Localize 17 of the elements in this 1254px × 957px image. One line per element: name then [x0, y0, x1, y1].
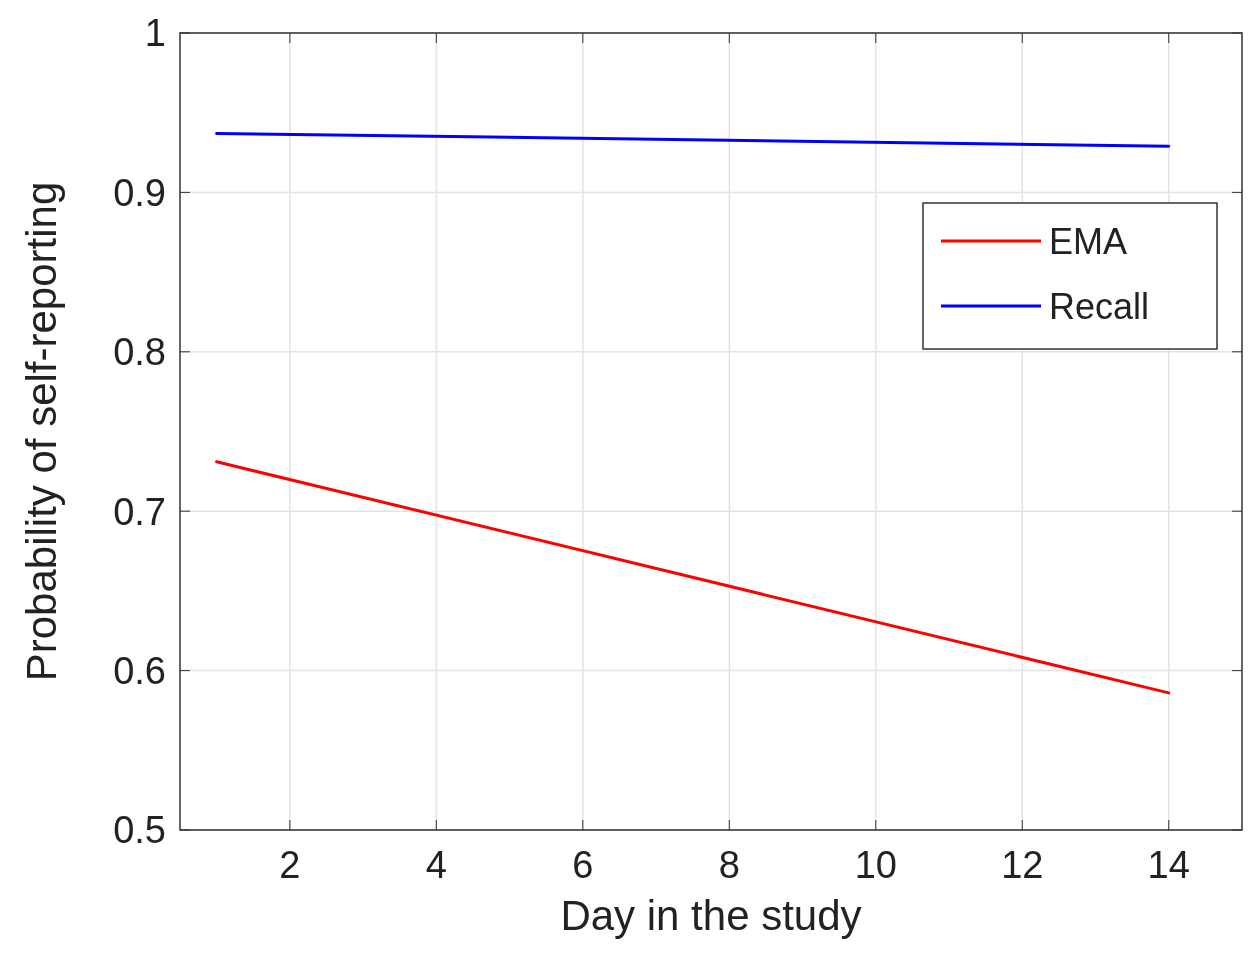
y-tick-label: 0.7	[113, 490, 166, 533]
y-tick-label: 0.5	[113, 809, 166, 852]
y-tick-label: 1	[144, 12, 166, 55]
legend-label: EMA	[1049, 220, 1128, 262]
x-tick-label: 6	[572, 844, 594, 886]
x-tick-label: 14	[1147, 844, 1190, 886]
x-tick-label: 2	[279, 844, 301, 886]
x-tick-label: 8	[718, 844, 740, 886]
x-tick-label: 12	[1001, 844, 1044, 886]
x-axis-title: Day in the study	[560, 892, 862, 939]
x-tick-label: 4	[425, 844, 447, 886]
y-tick-label: 0.6	[113, 649, 166, 692]
y-axis-title: Probability of self-reporting	[18, 181, 65, 682]
legend-label: Recall	[1049, 285, 1150, 327]
y-tick-label: 0.9	[113, 171, 166, 214]
y-tick-label: 0.8	[113, 331, 166, 374]
x-tick-label: 10	[854, 844, 897, 886]
